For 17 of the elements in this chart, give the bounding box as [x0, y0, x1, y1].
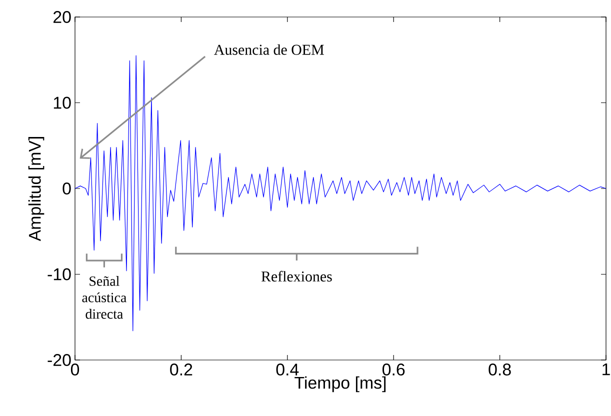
annotation: Ausencia de OEM: [214, 44, 324, 55]
y-axis-title: Amplitud [mV]: [28, 137, 44, 242]
line-series: [74, 55, 606, 332]
y-tick-label: 20: [54, 11, 71, 23]
y-tick-label: -20: [48, 354, 71, 366]
x-tick-label: 1: [602, 364, 610, 376]
annotation: Señal acústica directa: [82, 276, 126, 319]
x-tick-label: 0: [70, 364, 80, 376]
x-axis-title: Tiempo [ms]: [294, 376, 386, 392]
y-tick-label: 0: [62, 182, 71, 194]
y-tick-label: 10: [54, 96, 71, 109]
x-tick-label: 0.2: [170, 364, 192, 376]
y-tick-label: -10: [48, 268, 71, 280]
x-tick-label: 0.8: [488, 364, 511, 376]
annotation: Reflexiones: [261, 270, 332, 282]
x-tick-label: 0.4: [276, 364, 299, 376]
x-tick-label: 0.6: [382, 364, 405, 376]
